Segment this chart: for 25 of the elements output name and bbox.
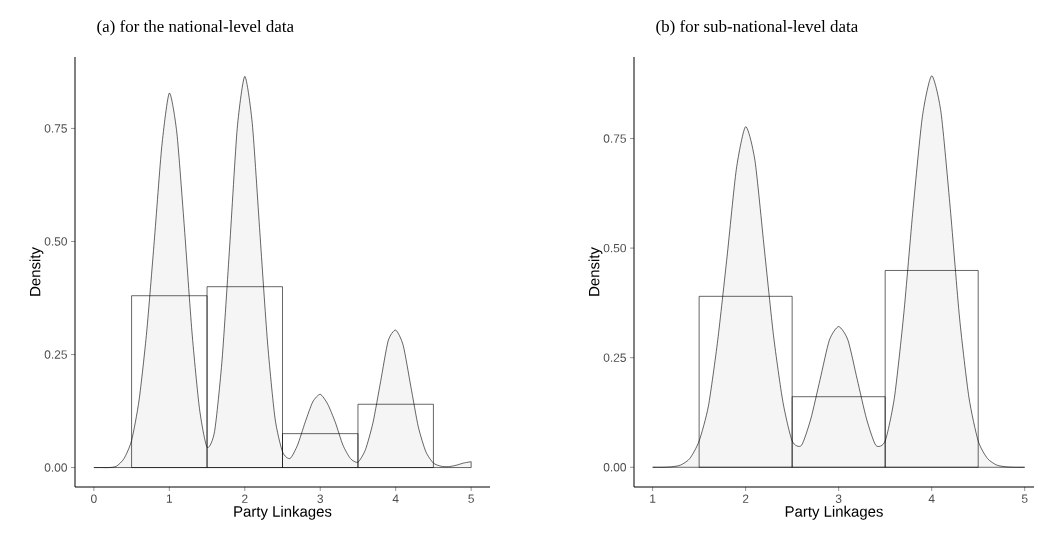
x-tick-label: 2 xyxy=(742,494,749,503)
x-tick-label: 4 xyxy=(928,494,935,503)
x-tick-label: 5 xyxy=(468,494,474,503)
y-tick-label: 0.00 xyxy=(44,463,68,472)
chart-title: (a) for the national-level data xyxy=(97,19,294,36)
y-tick-label: 0.00 xyxy=(603,463,627,472)
x-tick-label: 1 xyxy=(650,494,656,503)
chart-title: (b) for sub-national-level data xyxy=(656,19,858,36)
y-tick-label: 0.25 xyxy=(44,350,67,359)
x-tick-label: 3 xyxy=(835,494,842,503)
y-tick-label: 0.50 xyxy=(603,243,627,253)
x-tick-label: 3 xyxy=(317,494,324,503)
y-tick-label: 0.25 xyxy=(603,353,626,362)
x-tick-label: 4 xyxy=(392,494,399,503)
x-tick-label: 5 xyxy=(1021,494,1028,503)
y-tick-label: 0.75 xyxy=(44,124,67,133)
x-tick-label: 2 xyxy=(242,494,248,503)
x-tick-label: 1 xyxy=(166,494,173,503)
x-tick-label: 0 xyxy=(91,494,97,503)
x-axis-title: Party Linkages xyxy=(234,505,332,520)
y-axis-title: Density xyxy=(29,247,44,296)
y-axis-title: Density xyxy=(588,247,603,296)
y-tick-label: 0.50 xyxy=(44,237,68,246)
x-axis-title: Party Linkages xyxy=(785,505,883,520)
y-tick-label: 0.75 xyxy=(603,134,626,143)
